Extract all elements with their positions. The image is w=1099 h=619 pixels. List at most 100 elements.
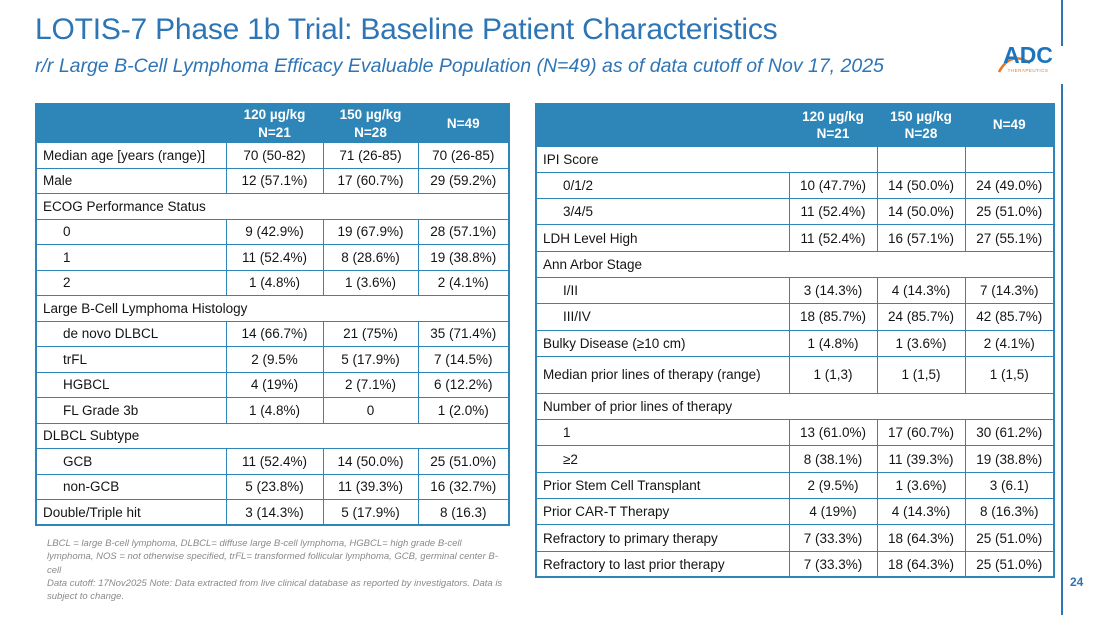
column-header: 150 µg/kg N=28: [322, 103, 419, 144]
row-label: Median age [years (range)]: [35, 142, 227, 169]
row-label: ≥2: [535, 445, 790, 473]
value-cell: 25 (51.0%): [964, 198, 1055, 226]
value-cell: 1 (3.6%): [876, 471, 966, 500]
table-row: Refractory to last prior therapy 7 (33.3%…: [535, 550, 1055, 578]
table-row: Large B-Cell Lymphoma Histology: [35, 295, 510, 322]
adc-therapeutics-logo: ADC THERAPEUTICS: [998, 42, 1056, 73]
table-row: 1 11 (52.4%) 8 (28.6%) 19 (38.8%): [35, 244, 510, 271]
value-cell: 18 (64.3%): [876, 550, 966, 578]
value-cell: 21 (75%): [322, 320, 419, 348]
table-row: GCB 11 (52.4%) 14 (50.0%) 25 (51.0%): [35, 448, 510, 475]
value-cell: 42 (85.7%): [964, 303, 1055, 331]
row-label: 0/1/2: [535, 171, 790, 200]
value-cell: 30 (61.2%): [964, 419, 1055, 447]
value-cell: 1 (4.8%): [225, 397, 324, 424]
row-label: I/II: [535, 276, 790, 305]
value-cell: 2 (9.5%: [225, 346, 324, 373]
value-cell: 1 (1,5): [964, 355, 1055, 394]
logo-swoosh-icon: [998, 57, 1031, 73]
row-label: 1: [35, 244, 227, 271]
column-header-line: N=21: [258, 124, 291, 140]
value-cell: 19 (38.8%): [417, 244, 510, 271]
value-cell: 18 (64.3%): [876, 524, 966, 552]
value-cell: 12 (57.1%): [225, 167, 324, 195]
row-label: de novo DLBCL: [35, 320, 227, 348]
value-cell: 5 (17.9%): [322, 499, 419, 526]
value-cell: 17 (60.7%): [876, 419, 966, 447]
value-cell: 1 (4.8%): [788, 329, 878, 357]
row-label: 1: [535, 419, 790, 447]
section-row-label: ECOG Performance Status: [35, 193, 510, 220]
column-header-line: N=21: [816, 126, 850, 142]
table-row: 3/4/5 11 (52.4%) 14 (50.0%) 25 (51.0%): [535, 198, 1055, 226]
value-cell: 17 (60.7%): [322, 167, 419, 195]
value-cell: 9 (42.9%): [225, 218, 324, 246]
value-cell: 1 (2.0%): [417, 397, 510, 424]
table-row: IPI Score: [535, 145, 1055, 173]
value-cell: 10 (47.7%): [788, 171, 878, 200]
value-cell: 13 (61.0%): [788, 419, 878, 447]
empty-value-cell: [964, 145, 1055, 173]
header-row: 120 µg/kg N=21 150 µg/kg N=28 N=49: [535, 103, 1055, 147]
column-header-line: N=28: [354, 124, 387, 140]
value-cell: 18 (85.7%): [788, 303, 878, 331]
table-row: Prior CAR-T Therapy 4 (19%) 4 (14.3%) 8 (16…: [535, 498, 1055, 526]
value-cell: 3 (14.3%): [225, 499, 324, 526]
column-header: N=49: [417, 103, 510, 144]
value-cell: 19 (38.8%): [964, 445, 1055, 473]
row-label: FL Grade 3b: [35, 397, 227, 424]
row-label: 0: [35, 218, 227, 246]
right-characteristics-table: 120 µg/kg N=21 150 µg/kg N=28 N=49 IPI Score 0…: [535, 103, 1055, 579]
value-cell: 70 (50-82): [225, 142, 324, 169]
table-row: 1 13 (61.0%) 17 (60.7%) 30 (61.2%): [535, 419, 1055, 447]
logo-wordmark: ADC: [1003, 42, 1053, 68]
column-header-line: 150 µg/kg: [339, 107, 402, 122]
value-cell: 25 (51.0%): [964, 550, 1055, 578]
row-label: Prior Stem Cell Transplant: [535, 471, 790, 500]
table-row: ≥2 8 (38.1%) 11 (39.3%) 19 (38.8%): [535, 445, 1055, 473]
baseline-table-right: 120 µg/kg N=21 150 µg/kg N=28 N=49 IPI Score 0…: [535, 103, 1055, 579]
value-cell: 11 (52.4%): [225, 448, 324, 475]
table-row: DLBCL Subtype: [35, 422, 510, 450]
column-header: 120 µg/kg N=21: [788, 103, 878, 147]
value-cell: 8 (16.3%): [964, 498, 1055, 526]
value-cell: 5 (23.8%): [225, 473, 324, 501]
table-row: HGBCL 4 (19%) 2 (7.1%) 6 (12.2%): [35, 371, 510, 399]
value-cell: 4 (14.3%): [876, 498, 966, 526]
section-row-label: DLBCL Subtype: [35, 422, 510, 450]
value-cell: 28 (57.1%): [417, 218, 510, 246]
row-label: Refractory to last prior therapy: [535, 550, 790, 578]
table-row: FL Grade 3b 1 (4.8%) 0 1 (2.0%): [35, 397, 510, 424]
value-cell: 2 (4.1%): [417, 269, 510, 297]
value-cell: 29 (59.2%): [417, 167, 510, 195]
empty-value-cell: [876, 145, 966, 173]
value-cell: 1 (4.8%): [225, 269, 324, 297]
table-row: III/IV 18 (85.7%) 24 (85.7%) 42 (85.7%): [535, 303, 1055, 331]
row-label: non-GCB: [35, 473, 227, 501]
value-cell: 11 (39.3%): [876, 445, 966, 473]
value-cell: 16 (32.7%): [417, 473, 510, 501]
value-cell: 11 (52.4%): [788, 224, 878, 252]
column-header-line: N=28: [904, 126, 938, 142]
footnote-data-cutoff: Data cutoff: 17Nov2025 Note: Data extrac…: [47, 577, 503, 603]
value-cell: 14 (50.0%): [322, 448, 419, 475]
table-row: non-GCB 5 (23.8%) 11 (39.3%) 16 (32.7%): [35, 473, 510, 501]
value-cell: 7 (33.3%): [788, 524, 878, 552]
table-row: Median prior lines of therapy (range) 1 (…: [535, 355, 1055, 394]
value-cell: 11 (52.4%): [225, 244, 324, 271]
page-title: LOTIS-7 Phase 1b Trial: Baseline Patient…: [35, 13, 778, 46]
value-cell: 25 (51.0%): [417, 448, 510, 475]
row-label: 2: [35, 269, 227, 297]
column-header-line: 150 µg/kg: [890, 108, 952, 124]
table-row: LDH Level High 11 (52.4%) 16 (57.1%) 27 (55…: [535, 224, 1055, 252]
row-label: Prior CAR-T Therapy: [535, 498, 790, 526]
row-label: GCB: [35, 448, 227, 475]
value-cell: 7 (33.3%): [788, 550, 878, 578]
column-header-line: 120 µg/kg: [243, 107, 306, 122]
value-cell: 6 (12.2%): [417, 371, 510, 399]
section-row-label: Ann Arbor Stage: [535, 250, 1055, 278]
row-label: Male: [35, 167, 227, 195]
footnote-abbreviations: LBCL = large B-cell lymphoma, DLBCL= dif…: [47, 538, 498, 576]
column-header-line: N=49: [992, 117, 1026, 133]
